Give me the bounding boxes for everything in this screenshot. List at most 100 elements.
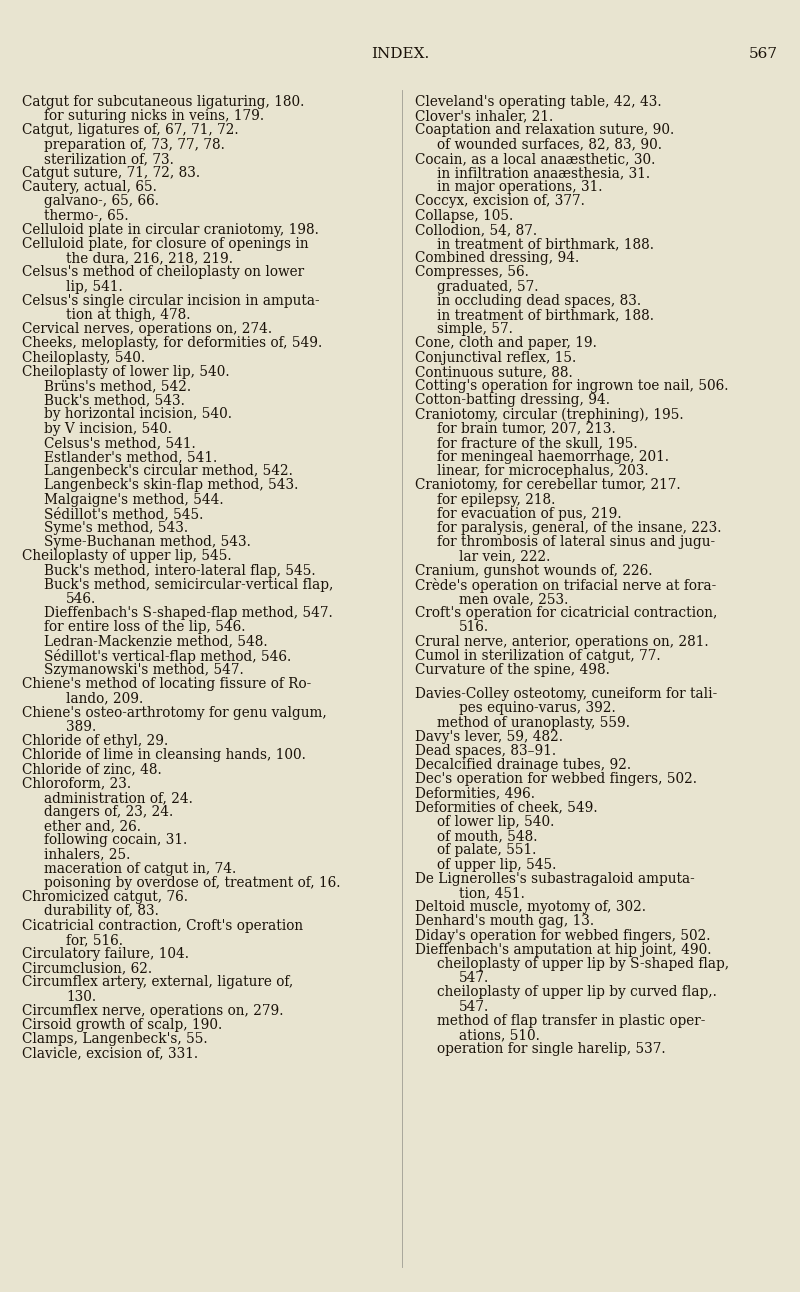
Text: Diday's operation for webbed fingers, 502.: Diday's operation for webbed fingers, 50… — [415, 929, 710, 943]
Text: for evacuation of pus, 219.: for evacuation of pus, 219. — [437, 506, 622, 521]
Text: Brüns's method, 542.: Brüns's method, 542. — [44, 379, 191, 393]
Text: Dieffenbach's amputation at hip joint, 490.: Dieffenbach's amputation at hip joint, 4… — [415, 943, 711, 957]
Text: Deformities of cheek, 549.: Deformities of cheek, 549. — [415, 801, 598, 815]
Text: Malgaigne's method, 544.: Malgaigne's method, 544. — [44, 492, 224, 506]
Text: Celluloid plate in circular craniotomy, 198.: Celluloid plate in circular craniotomy, … — [22, 222, 319, 236]
Text: for, 516.: for, 516. — [66, 933, 123, 947]
Text: graduated, 57.: graduated, 57. — [437, 279, 538, 293]
Text: Ledran-Mackenzie method, 548.: Ledran-Mackenzie method, 548. — [44, 634, 268, 649]
Text: ether and, 26.: ether and, 26. — [44, 819, 141, 833]
Text: for thrombosis of lateral sinus and jugu-: for thrombosis of lateral sinus and jugu… — [437, 535, 715, 549]
Text: Celsus's method, 541.: Celsus's method, 541. — [44, 435, 196, 450]
Text: Deformities, 496.: Deformities, 496. — [415, 787, 535, 801]
Text: Clavicle, excision of, 331.: Clavicle, excision of, 331. — [22, 1047, 198, 1061]
Text: for paralysis, general, of the insane, 223.: for paralysis, general, of the insane, 2… — [437, 521, 722, 535]
Text: Buck's method, semicircular-vertical flap,: Buck's method, semicircular-vertical fla… — [44, 578, 334, 592]
Text: ations, 510.: ations, 510. — [459, 1028, 540, 1041]
Text: 130.: 130. — [66, 990, 96, 1004]
Text: lando, 209.: lando, 209. — [66, 691, 143, 705]
Text: 516.: 516. — [459, 620, 489, 634]
Text: cheiloplasty of upper lip by S-shaped flap,: cheiloplasty of upper lip by S-shaped fl… — [437, 957, 729, 972]
Text: sterilization of, 73.: sterilization of, 73. — [44, 151, 174, 165]
Text: Curvature of the spine, 498.: Curvature of the spine, 498. — [415, 663, 610, 677]
Text: Combined dressing, 94.: Combined dressing, 94. — [415, 251, 579, 265]
Text: Cicatricial contraction, Croft's operation: Cicatricial contraction, Croft's operati… — [22, 919, 303, 933]
Text: Deltoid muscle, myotomy of, 302.: Deltoid muscle, myotomy of, 302. — [415, 901, 646, 915]
Text: in treatment of birthmark, 188.: in treatment of birthmark, 188. — [437, 236, 654, 251]
Text: Dead spaces, 83–91.: Dead spaces, 83–91. — [415, 744, 556, 758]
Text: Buck's method, 543.: Buck's method, 543. — [44, 393, 185, 407]
Text: Clover's inhaler, 21.: Clover's inhaler, 21. — [415, 110, 554, 123]
Text: tion, 451.: tion, 451. — [459, 886, 525, 901]
Text: Catgut for subcutaneous ligaturing, 180.: Catgut for subcutaneous ligaturing, 180. — [22, 96, 304, 109]
Text: Chiene's method of locating fissure of Ro-: Chiene's method of locating fissure of R… — [22, 677, 311, 691]
Text: De Lignerolles's subastragaloid amputa-: De Lignerolles's subastragaloid amputa- — [415, 872, 694, 886]
Text: poisoning by overdose of, treatment of, 16.: poisoning by overdose of, treatment of, … — [44, 876, 341, 890]
Text: Cone, cloth and paper, 19.: Cone, cloth and paper, 19. — [415, 336, 597, 350]
Text: Continuous suture, 88.: Continuous suture, 88. — [415, 364, 573, 379]
Text: for epilepsy, 218.: for epilepsy, 218. — [437, 492, 555, 506]
Text: Cirsoid growth of scalp, 190.: Cirsoid growth of scalp, 190. — [22, 1018, 222, 1032]
Text: men ovale, 253.: men ovale, 253. — [459, 592, 568, 606]
Text: Collodion, 54, 87.: Collodion, 54, 87. — [415, 222, 537, 236]
Text: Chromicized catgut, 76.: Chromicized catgut, 76. — [22, 890, 188, 904]
Text: tion at thigh, 478.: tion at thigh, 478. — [66, 307, 190, 322]
Text: Celluloid plate, for closure of openings in: Celluloid plate, for closure of openings… — [22, 236, 309, 251]
Text: Crural nerve, anterior, operations on, 281.: Crural nerve, anterior, operations on, 2… — [415, 634, 709, 649]
Text: operation for single harelip, 537.: operation for single harelip, 537. — [437, 1043, 666, 1056]
Text: preparation of, 73, 77, 78.: preparation of, 73, 77, 78. — [44, 138, 225, 151]
Text: Catgut suture, 71, 72, 83.: Catgut suture, 71, 72, 83. — [22, 165, 200, 180]
Text: maceration of catgut in, 74.: maceration of catgut in, 74. — [44, 862, 236, 876]
Text: Catgut, ligatures of, 67, 71, 72.: Catgut, ligatures of, 67, 71, 72. — [22, 124, 238, 137]
Text: Cheeks, meloplasty, for deformities of, 549.: Cheeks, meloplasty, for deformities of, … — [22, 336, 322, 350]
Text: Croft's operation for cicatricial contraction,: Croft's operation for cicatricial contra… — [415, 606, 718, 620]
Text: Circumflex artery, external, ligature of,: Circumflex artery, external, ligature of… — [22, 975, 294, 990]
Text: Langenbeck's circular method, 542.: Langenbeck's circular method, 542. — [44, 464, 293, 478]
Text: Syme's method, 543.: Syme's method, 543. — [44, 521, 188, 535]
Text: Cumol in sterilization of catgut, 77.: Cumol in sterilization of catgut, 77. — [415, 649, 661, 663]
Text: Cheiloplasty of lower lip, 540.: Cheiloplasty of lower lip, 540. — [22, 364, 230, 379]
Text: Dec's operation for webbed fingers, 502.: Dec's operation for webbed fingers, 502. — [415, 773, 697, 787]
Text: the dura, 216, 218, 219.: the dura, 216, 218, 219. — [66, 251, 233, 265]
Text: Langenbeck's skin-flap method, 543.: Langenbeck's skin-flap method, 543. — [44, 478, 298, 492]
Text: thermo-, 65.: thermo-, 65. — [44, 208, 129, 222]
Text: Chloroform, 23.: Chloroform, 23. — [22, 776, 131, 791]
Text: 546.: 546. — [66, 592, 96, 606]
Text: in major operations, 31.: in major operations, 31. — [437, 180, 602, 194]
Text: Dieffenbach's S-shaped-flap method, 547.: Dieffenbach's S-shaped-flap method, 547. — [44, 606, 333, 620]
Text: 547.: 547. — [459, 972, 490, 985]
Text: for suturing nicks in veins, 179.: for suturing nicks in veins, 179. — [44, 110, 264, 123]
Text: in occluding dead spaces, 83.: in occluding dead spaces, 83. — [437, 293, 641, 307]
Text: Circulatory failure, 104.: Circulatory failure, 104. — [22, 947, 189, 961]
Text: Cotton-batting dressing, 94.: Cotton-batting dressing, 94. — [415, 393, 610, 407]
Text: by V incision, 540.: by V incision, 540. — [44, 421, 172, 435]
Text: by horizontal incision, 540.: by horizontal incision, 540. — [44, 407, 232, 421]
Text: Craniotomy, for cerebellar tumor, 217.: Craniotomy, for cerebellar tumor, 217. — [415, 478, 681, 492]
Text: following cocain, 31.: following cocain, 31. — [44, 833, 187, 848]
Text: Cotting's operation for ingrown toe nail, 506.: Cotting's operation for ingrown toe nail… — [415, 379, 729, 393]
Text: 389.: 389. — [66, 720, 96, 734]
Text: lar vein, 222.: lar vein, 222. — [459, 549, 550, 563]
Text: Syme-Buchanan method, 543.: Syme-Buchanan method, 543. — [44, 535, 251, 549]
Text: Crède's operation on trifacial nerve at fora-: Crède's operation on trifacial nerve at … — [415, 578, 716, 593]
Text: Cautery, actual, 65.: Cautery, actual, 65. — [22, 180, 157, 194]
Text: Celsus's single circular incision in amputa-: Celsus's single circular incision in amp… — [22, 293, 320, 307]
Text: Coccyx, excision of, 377.: Coccyx, excision of, 377. — [415, 194, 585, 208]
Text: Sédillot's vertical-flap method, 546.: Sédillot's vertical-flap method, 546. — [44, 649, 291, 664]
Text: Cheiloplasty, 540.: Cheiloplasty, 540. — [22, 350, 145, 364]
Text: Decalcified drainage tubes, 92.: Decalcified drainage tubes, 92. — [415, 758, 631, 773]
Text: Chiene's osteo-arthrotomy for genu valgum,: Chiene's osteo-arthrotomy for genu valgu… — [22, 705, 326, 720]
Text: Buck's method, intero-lateral flap, 545.: Buck's method, intero-lateral flap, 545. — [44, 563, 316, 578]
Text: linear, for microcephalus, 203.: linear, for microcephalus, 203. — [437, 464, 649, 478]
Text: in treatment of birthmark, 188.: in treatment of birthmark, 188. — [437, 307, 654, 322]
Text: pes equino-varus, 392.: pes equino-varus, 392. — [459, 702, 616, 716]
Text: for brain tumor, 207, 213.: for brain tumor, 207, 213. — [437, 421, 616, 435]
Text: Compresses, 56.: Compresses, 56. — [415, 265, 529, 279]
Text: lip, 541.: lip, 541. — [66, 279, 122, 293]
Text: Circumclusion, 62.: Circumclusion, 62. — [22, 961, 152, 975]
Text: Celsus's method of cheiloplasty on lower: Celsus's method of cheiloplasty on lower — [22, 265, 304, 279]
Text: Davies-Colley osteotomy, cuneiform for tali-: Davies-Colley osteotomy, cuneiform for t… — [415, 687, 718, 702]
Text: Chloride of ethyl, 29.: Chloride of ethyl, 29. — [22, 734, 168, 748]
Text: Clamps, Langenbeck's, 55.: Clamps, Langenbeck's, 55. — [22, 1032, 208, 1047]
Text: administration of, 24.: administration of, 24. — [44, 791, 193, 805]
